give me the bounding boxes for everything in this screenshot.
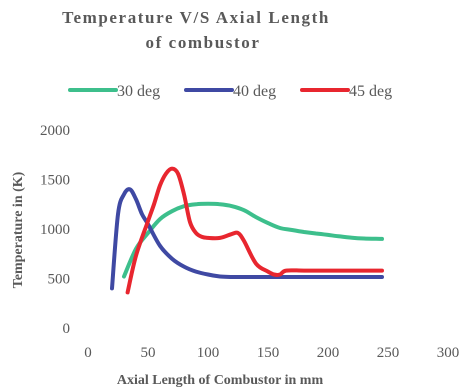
y-axis-title: Temperature in (K) (11, 171, 26, 288)
legend-label: 40 deg (233, 83, 276, 100)
y-tick-label: 1500 (40, 173, 70, 189)
y-tick-label: 2000 (40, 123, 70, 139)
y-tick-label: 0 (63, 321, 71, 337)
y-axis-tick-labels: 0 500 1000 1500 2000 (40, 123, 70, 337)
x-tick-label: 50 (141, 345, 156, 361)
x-tick-label: 300 (437, 345, 460, 361)
y-tick-label: 500 (48, 272, 71, 288)
legend: 30 deg 40 deg 45 deg (68, 83, 392, 100)
legend-label: 30 deg (117, 83, 160, 100)
series-line-2 (110, 187, 384, 291)
x-tick-label: 150 (257, 345, 280, 361)
legend-label: 45 deg (349, 83, 392, 100)
x-tick-label: 200 (317, 345, 340, 361)
chart-title-line-2: of combustor (145, 33, 260, 52)
x-tick-label: 100 (197, 345, 220, 361)
x-tick-label: 250 (377, 345, 400, 361)
x-tick-label: 0 (84, 345, 92, 361)
x-axis-tick-labels: 0 50 100 150 200 250 300 (84, 345, 459, 361)
chart-title: Temperature V/S Axial Length of combusto… (62, 8, 330, 52)
x-axis-title: Axial Length of Combustor in mm (117, 373, 324, 388)
series-lines (110, 166, 384, 295)
y-tick-label: 1000 (40, 222, 70, 238)
series-line-1 (122, 201, 384, 279)
series-line-3 (125, 166, 384, 295)
chart-title-line-1: Temperature V/S Axial Length (62, 8, 330, 27)
